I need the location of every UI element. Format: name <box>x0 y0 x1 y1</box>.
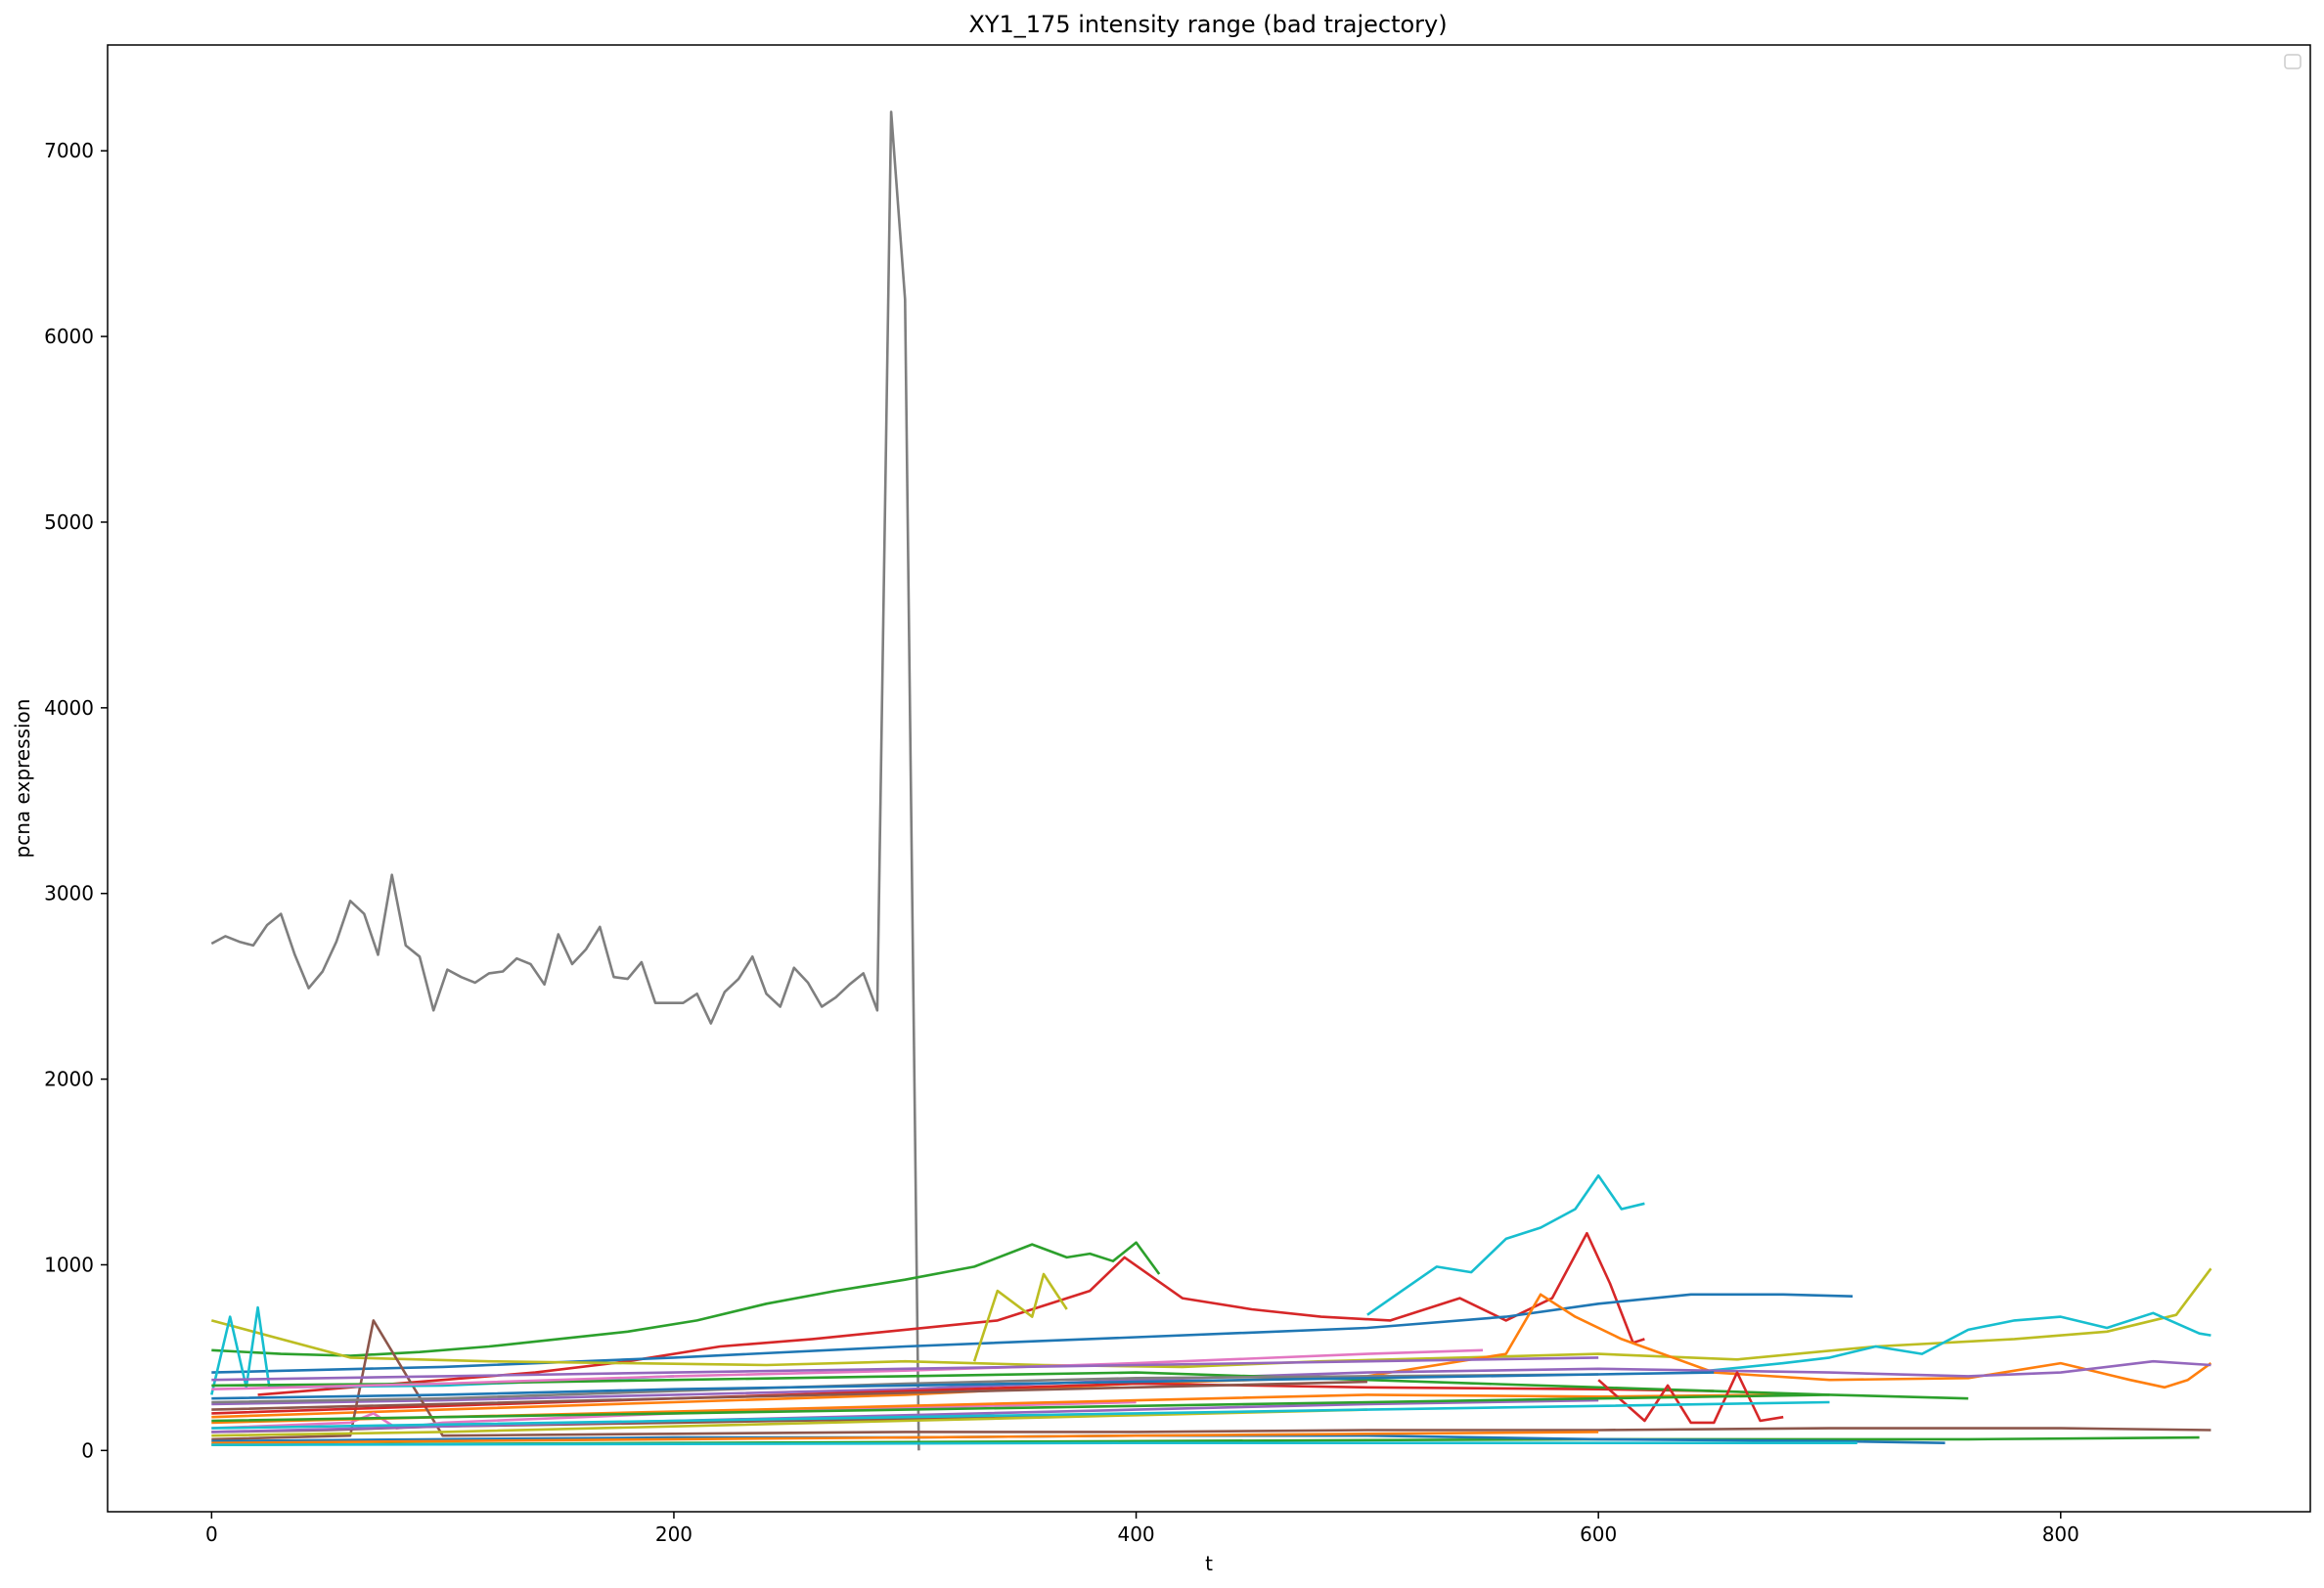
x-axis-ticks: 0 200 400 600 800 <box>205 1512 2079 1546</box>
series-line-3 <box>1366 1174 1645 1316</box>
x-tick-label: 200 <box>655 1522 693 1546</box>
x-tick-label: 800 <box>2042 1522 2079 1546</box>
series-line-23 <box>211 1371 1715 1400</box>
series-line-11 <box>211 1319 2212 1441</box>
series-line-26 <box>1597 1371 1784 1425</box>
x-tick-label: 600 <box>1580 1522 1617 1546</box>
y-tick-label: 5000 <box>44 510 94 534</box>
x-tick-label: 0 <box>205 1522 218 1546</box>
series-line-4 <box>257 1231 1645 1396</box>
plot-frame <box>107 44 2311 1513</box>
series-line-14 <box>972 1272 1068 1362</box>
series-line-19 <box>211 1398 1599 1434</box>
series-line-8 <box>211 1293 2212 1419</box>
legend-box <box>2284 54 2302 69</box>
y-tick-label: 1000 <box>44 1253 94 1276</box>
series-line-31 <box>211 1441 1857 1446</box>
x-tick-label: 400 <box>1117 1522 1154 1546</box>
y-tick-label: 4000 <box>44 696 94 720</box>
series-line-30 <box>211 1356 1599 1382</box>
series-line-18 <box>211 1382 1715 1415</box>
series-line-28 <box>211 1380 1367 1411</box>
chart-title: XY1_175 intensity range (bad trajectory) <box>968 11 1447 38</box>
series-line-7 <box>1690 1311 2212 1374</box>
series-line-22 <box>211 1348 1484 1390</box>
series-line-21 <box>211 1373 1599 1404</box>
y-tick-label: 0 <box>81 1438 94 1462</box>
y-axis-label: pcna expression <box>11 699 34 859</box>
series-line-13 <box>210 1305 675 1395</box>
series-line-9 <box>211 1359 2212 1406</box>
series-line-5 <box>211 1293 1854 1374</box>
y-tick-label: 2000 <box>44 1068 94 1091</box>
series-line-25 <box>211 1431 1599 1444</box>
series-line-1 <box>210 110 920 1451</box>
y-tick-label: 7000 <box>44 139 94 162</box>
series-line-29 <box>211 1393 1830 1423</box>
plot-lines <box>210 110 2212 1451</box>
series-line-2 <box>211 1241 1161 1357</box>
series-line-27 <box>211 1400 1830 1430</box>
series-line-24 <box>211 1408 1367 1437</box>
y-tick-label: 6000 <box>44 325 94 348</box>
y-axis-ticks: 0 1000 2000 3000 4000 5000 6000 7000 <box>44 139 108 1462</box>
y-tick-label: 3000 <box>44 882 94 905</box>
x-axis-label: t <box>1205 1552 1213 1575</box>
